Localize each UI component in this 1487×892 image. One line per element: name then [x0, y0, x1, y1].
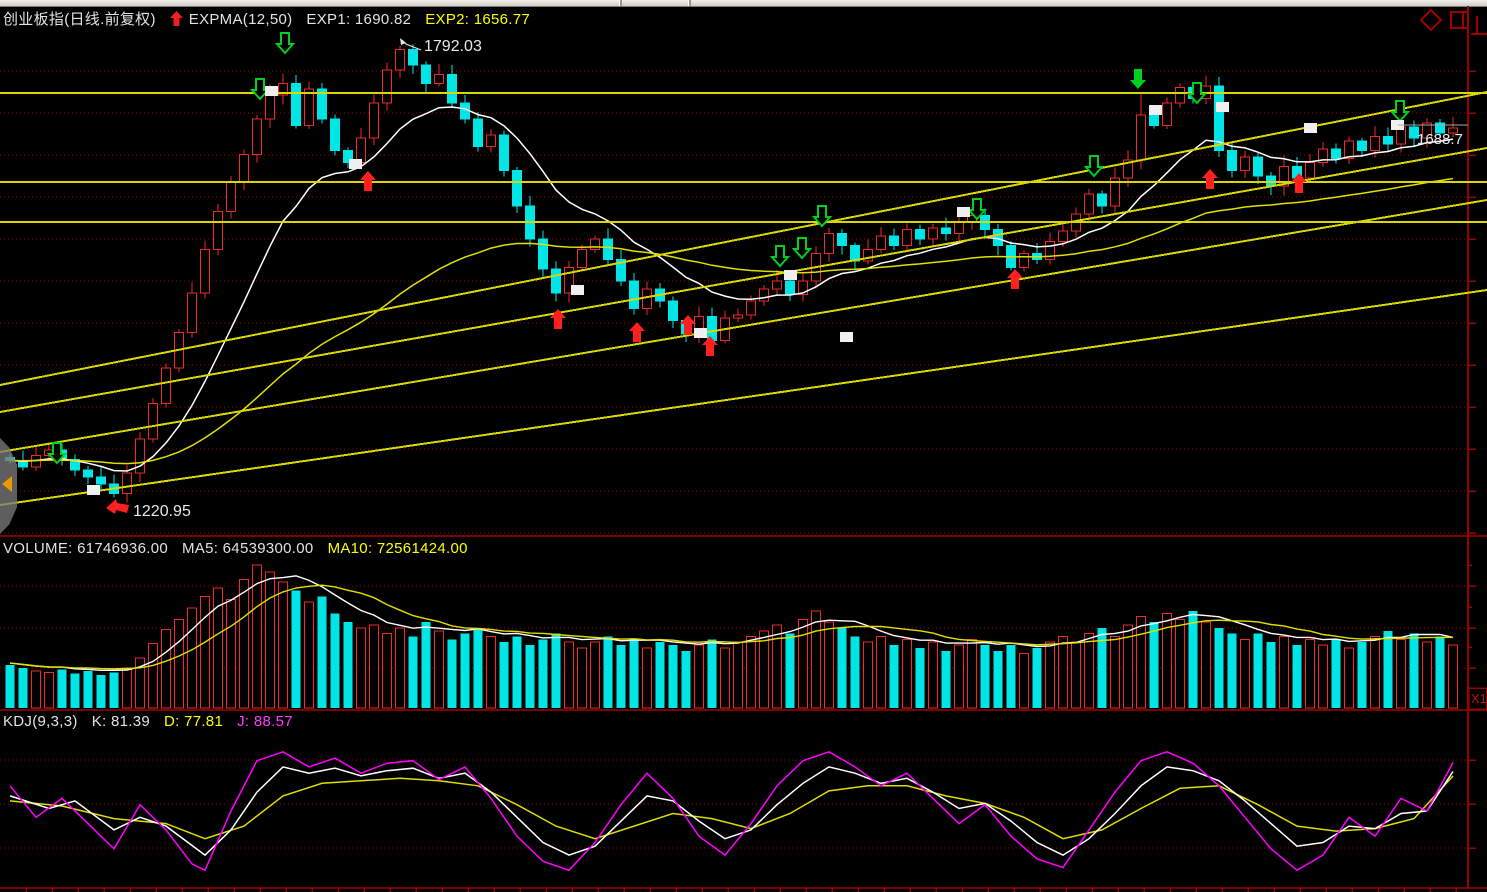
sell-signal-arrow	[791, 237, 813, 260]
split-window-icon[interactable]	[1450, 11, 1469, 29]
sell-signal-arrow	[811, 205, 833, 228]
sidebar-collapse-handle[interactable]	[0, 438, 17, 534]
panel-frame	[0, 6, 1487, 892]
sell-signal-arrow	[46, 442, 68, 465]
collapse-arrow-icon	[2, 476, 12, 492]
low-price-label: 1220.95	[133, 503, 191, 520]
buy-signal-arrow	[1007, 269, 1023, 289]
kdj-lines	[9, 750, 1454, 872]
buy-signal-arrow	[680, 315, 696, 335]
window-chrome-strip	[0, 0, 1487, 7]
volume-value: VOLUME: 61746936.00	[3, 540, 168, 557]
buy-signal-arrow	[1291, 173, 1307, 193]
white-doji-mark	[571, 285, 584, 295]
sell-signal-arrow	[1186, 82, 1208, 105]
main-chart-header: 创业板指(日线.前复权) EXPMA(12,50) EXP1: 1690.82 EXP…	[3, 8, 544, 28]
corner-icon-group	[1419, 8, 1487, 35]
indicator-name: EXPMA(12,50)	[188, 11, 293, 28]
white-doji-mark	[840, 332, 853, 342]
white-doji-mark	[694, 328, 707, 338]
sell-signal-arrow	[1389, 100, 1411, 123]
volume-scale-label: X1	[1471, 691, 1487, 706]
last-price-label: 1688.7	[1417, 131, 1463, 148]
high-price-label: 1792.03	[424, 38, 482, 55]
sell-signal-arrow-solid	[1130, 69, 1146, 89]
instrument-title: 创业板指(日线.前复权)	[3, 11, 156, 28]
candlesticks	[5, 44, 1458, 503]
volume-ma5-value: MA5: 64539300.00	[181, 540, 314, 557]
buy-signal-arrow	[629, 322, 645, 342]
signal-markers	[46, 32, 1411, 495]
volume-ma10-value: MA10: 72561424.00	[327, 540, 468, 557]
sell-signal-arrow	[1083, 155, 1105, 178]
exp2-value: EXP2: 1656.77	[425, 11, 531, 28]
white-doji-mark	[784, 270, 797, 280]
white-doji-mark	[1216, 102, 1229, 112]
volume-ma-lines	[9, 575, 1454, 671]
buy-signal-arrow	[1202, 169, 1218, 189]
kdj-d-value: D: 77.81	[163, 713, 224, 730]
buy-signal-arrow	[550, 309, 566, 329]
toolbar-separator	[619, 0, 622, 6]
white-doji-mark	[957, 207, 970, 217]
sell-signal-arrow	[274, 32, 296, 55]
expma-lines	[9, 106, 1454, 472]
exp1-value: EXP1: 1690.82	[306, 11, 412, 28]
volume-bars	[5, 564, 1458, 709]
annotation-pointers	[106, 38, 1468, 514]
trendline-drawings	[0, 91, 1487, 506]
white-doji-mark	[265, 86, 278, 96]
kdj-j-value: J: 88.57	[237, 713, 293, 730]
kdj-k-value: K: 81.39	[91, 713, 150, 730]
toolbar-separator	[688, 0, 691, 6]
white-doji-mark	[1149, 105, 1162, 115]
kdj-header: KDJ(9,3,3) K: 81.39 D: 77.81 J: 88.57	[3, 713, 307, 733]
diamond-marker-icon[interactable]	[1419, 8, 1443, 32]
sell-signal-arrow	[769, 245, 791, 268]
signal-up-arrow-icon	[169, 11, 183, 28]
kdj-indicator-name: KDJ(9,3,3)	[3, 713, 78, 730]
buy-signal-arrow	[360, 171, 376, 191]
volume-header: VOLUME: 61746936.00 MA5: 64539300.00 MA10:…	[3, 540, 482, 560]
white-doji-mark	[1391, 120, 1404, 130]
white-doji-mark	[1304, 123, 1317, 133]
white-doji-mark	[349, 159, 362, 169]
white-doji-mark	[87, 485, 100, 495]
buy-signal-arrow	[702, 336, 718, 356]
